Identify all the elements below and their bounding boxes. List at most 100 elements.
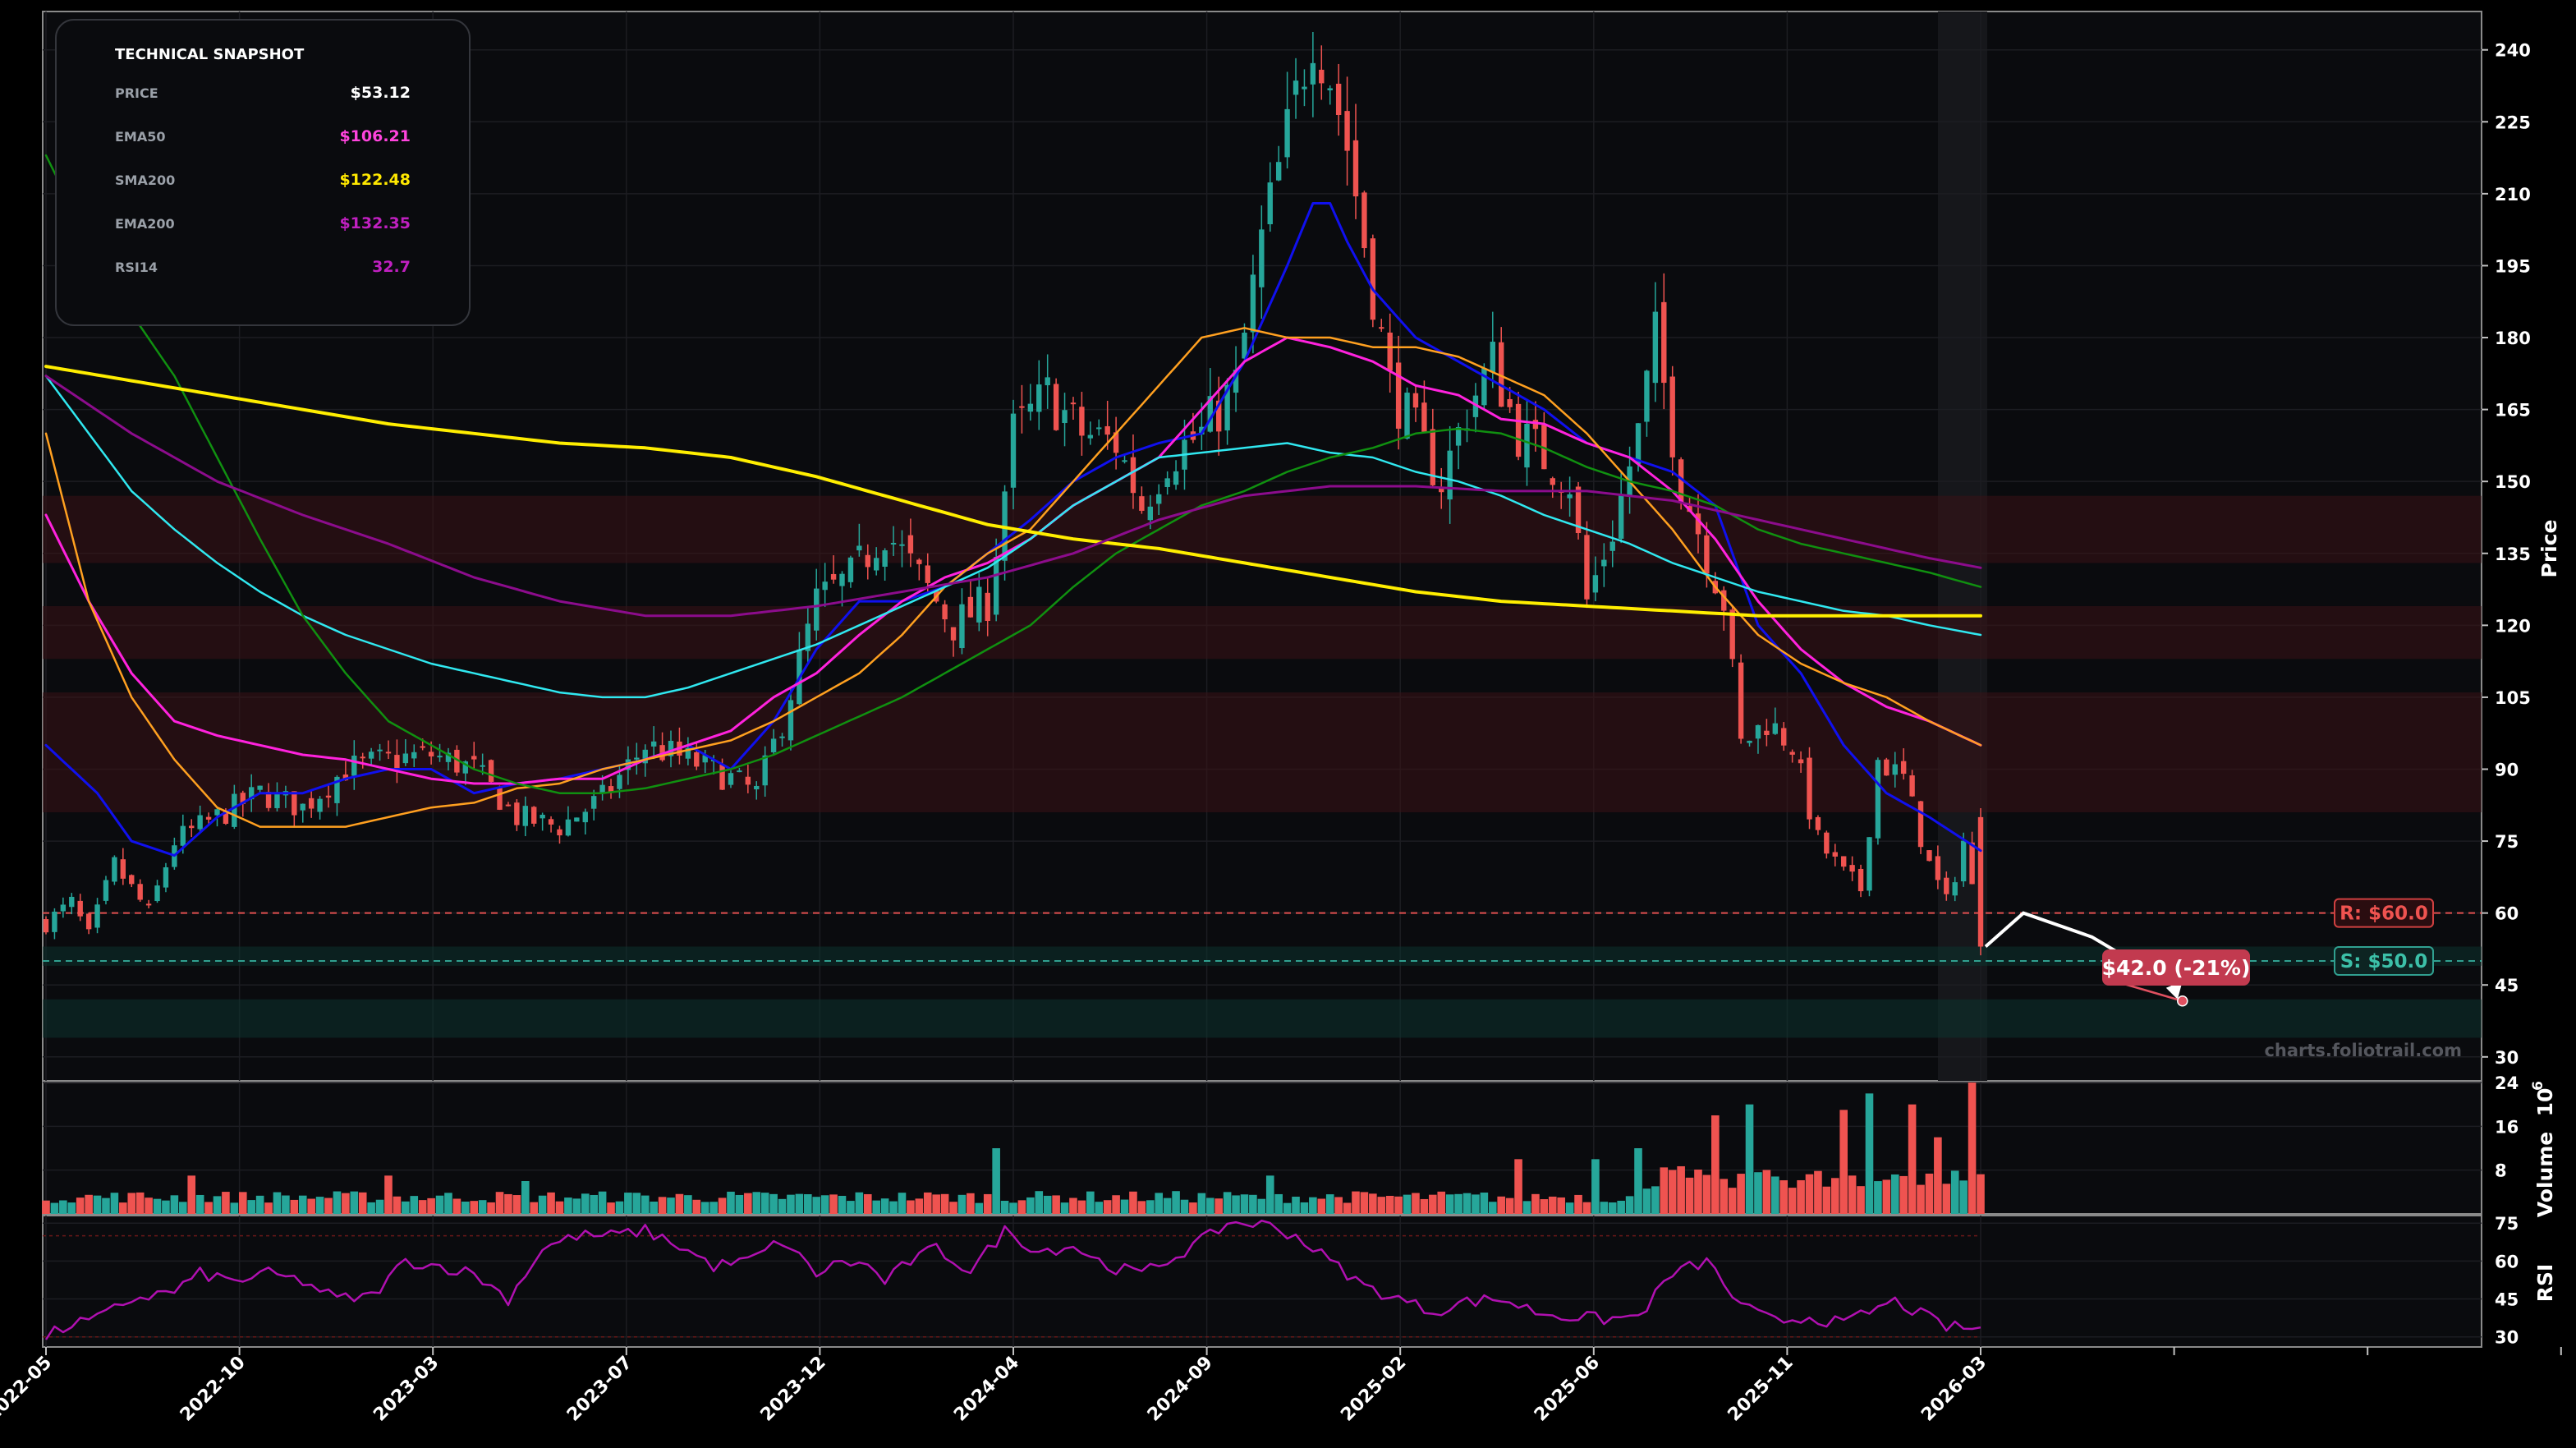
volume-bar — [1249, 1194, 1257, 1214]
candle-body — [214, 809, 220, 816]
candle-body — [1909, 775, 1915, 797]
candle-body — [248, 787, 255, 800]
snapshot-label: RSI14 — [115, 260, 158, 275]
price-tick-label: 60 — [2495, 904, 2519, 924]
watermark: charts.foliotrail.com — [2264, 1041, 2462, 1060]
candle-body — [1857, 868, 1864, 892]
candle-body — [1233, 370, 1239, 393]
volume-bar — [1385, 1195, 1394, 1214]
volume-bar — [145, 1197, 153, 1214]
price-tick-label: 210 — [2495, 185, 2531, 205]
price-tick-label: 150 — [2495, 472, 2531, 492]
volume-bar — [855, 1192, 864, 1214]
candle-body — [1652, 311, 1659, 384]
volume-bar — [375, 1199, 384, 1214]
volume-bar — [504, 1193, 512, 1214]
volume-bar — [1205, 1197, 1215, 1214]
volume-bar — [315, 1197, 324, 1214]
volume-bar — [1334, 1197, 1343, 1214]
volume-exponent-power: 6 — [2530, 1081, 2546, 1091]
candle-body — [1147, 506, 1153, 521]
volume-bar — [1283, 1202, 1292, 1214]
price-tick-label: 105 — [2495, 688, 2531, 708]
volume-bar — [820, 1195, 829, 1214]
candle-body — [668, 740, 674, 756]
candle-body — [1259, 229, 1265, 287]
candle-body — [950, 627, 957, 641]
volume-bar — [615, 1201, 624, 1214]
volume-bar — [1582, 1202, 1591, 1214]
volume-bar — [1660, 1167, 1669, 1214]
volume-bar — [778, 1198, 787, 1214]
volume-bar — [333, 1191, 342, 1214]
volume-bar — [940, 1193, 949, 1214]
candle-body — [694, 752, 700, 767]
volume-bar — [1814, 1170, 1822, 1214]
candle-body — [1327, 88, 1333, 90]
candle-body — [582, 811, 588, 823]
candle-body — [590, 796, 597, 809]
support-label: S: $50.0 — [2340, 951, 2428, 972]
candle-body — [1010, 413, 1017, 488]
volume-bar — [1925, 1173, 1934, 1214]
volume-bar — [1112, 1195, 1120, 1214]
candle-body — [85, 913, 92, 930]
volume-bar — [1488, 1202, 1497, 1214]
volume-bar — [581, 1193, 590, 1214]
volume-bar — [1968, 1083, 1977, 1214]
candle-body — [728, 773, 734, 785]
volume-bar — [1540, 1199, 1549, 1214]
candle-body — [1969, 842, 1975, 885]
volume-bar — [307, 1198, 315, 1214]
candle-body — [1019, 406, 1025, 408]
volume-panel — [42, 1082, 2482, 1215]
candle-body — [1798, 759, 1804, 764]
volume-bar — [735, 1194, 744, 1214]
candle-body — [1267, 182, 1273, 225]
volume-bar — [1197, 1193, 1206, 1214]
volume-bar — [135, 1192, 145, 1214]
volume-bar — [238, 1192, 247, 1214]
candle-body — [420, 746, 425, 748]
volume-bar — [1779, 1180, 1789, 1214]
volume-bar — [530, 1202, 539, 1214]
volume-bar — [838, 1196, 847, 1214]
candle-body — [1310, 62, 1316, 85]
volume-bar — [1497, 1196, 1506, 1214]
snapshot-value: $122.48 — [339, 171, 411, 189]
candle-body — [1250, 274, 1256, 333]
candle-body — [1439, 487, 1444, 493]
volume-bar — [607, 1202, 615, 1214]
candle-body — [1344, 111, 1350, 151]
candle-body — [1045, 377, 1050, 386]
volume-bar — [872, 1200, 881, 1214]
volume-bar — [564, 1197, 572, 1214]
candle-body — [1139, 496, 1145, 511]
candle-body — [1832, 852, 1838, 857]
volume-bar — [67, 1202, 76, 1214]
volume-bar — [1215, 1198, 1223, 1214]
volume-bar — [1095, 1202, 1104, 1214]
candle-body — [471, 756, 477, 760]
volume-bar — [1591, 1159, 1600, 1214]
volume-bar — [1908, 1104, 1917, 1214]
candle-body — [574, 817, 580, 822]
candle-body — [1130, 457, 1136, 494]
candle-body — [1849, 865, 1855, 872]
candle-body — [292, 791, 297, 816]
candle-body — [1070, 402, 1077, 405]
series-sma50 — [44, 327, 1982, 828]
volume-bar — [1403, 1194, 1412, 1214]
volume-bar — [1223, 1192, 1232, 1214]
volume-bar — [1865, 1093, 1874, 1214]
volume-bar — [1848, 1175, 1857, 1214]
candle-body — [1661, 301, 1667, 384]
price-tick-label: 90 — [2495, 760, 2519, 779]
candle-body — [411, 752, 417, 759]
volume-bar — [675, 1193, 684, 1214]
candle-body — [488, 760, 494, 782]
volume-bar — [1617, 1200, 1625, 1214]
candle-body — [1242, 333, 1247, 359]
volume-bar — [538, 1195, 547, 1214]
